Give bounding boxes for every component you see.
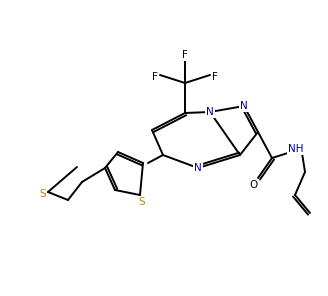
Text: S: S — [139, 197, 145, 207]
Text: N: N — [194, 163, 202, 173]
Text: O: O — [249, 180, 257, 190]
Text: N: N — [206, 107, 214, 117]
Text: F: F — [182, 50, 188, 60]
Text: NH: NH — [288, 144, 304, 154]
Text: F: F — [212, 72, 218, 82]
Text: S: S — [40, 189, 46, 199]
Text: F: F — [152, 72, 158, 82]
Text: N: N — [240, 101, 248, 111]
